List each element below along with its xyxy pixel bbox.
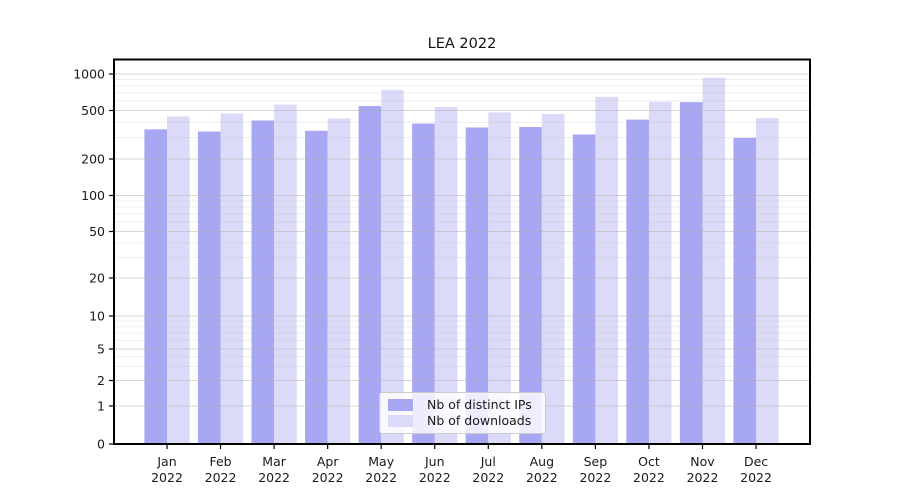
x-tick-label-aug: Aug <box>530 454 554 469</box>
bar-apr-downloads <box>327 118 351 444</box>
bar-oct-downloads <box>648 101 672 445</box>
x-tick-label-sep-year: 2022 <box>579 470 611 485</box>
y-tick-label-200: 200 <box>81 151 105 166</box>
legend: Nb of distinct IPs Nb of downloads <box>379 392 546 434</box>
bar-aug-distinct-ips <box>519 127 542 445</box>
y-tick-label-500: 500 <box>81 103 105 118</box>
x-tick-label-may: May <box>368 454 394 469</box>
x-tick-label-feb-year: 2022 <box>205 470 237 485</box>
legend-label-downloads: Nb of downloads <box>427 413 532 428</box>
x-tick-label-mar-year: 2022 <box>258 470 290 485</box>
bar-mar-downloads <box>274 104 297 445</box>
x-tick-label-jul-year: 2022 <box>472 470 504 485</box>
y-tick-label-2: 2 <box>97 373 105 388</box>
y-tick-label-0: 0 <box>97 436 105 451</box>
x-tick-label-dec: Dec <box>744 454 768 469</box>
x-tick-label-feb: Feb <box>209 454 231 469</box>
x-tick-label-nov-year: 2022 <box>687 470 719 485</box>
bar-may-downloads <box>381 89 404 444</box>
x-tick-label-nov: Nov <box>690 454 715 469</box>
bar-aug-downloads <box>541 114 565 445</box>
y-tick-label-5: 5 <box>97 341 105 356</box>
bar-oct-distinct-ips <box>626 119 649 445</box>
x-tick-label-mar: Mar <box>262 454 286 469</box>
bar-dec-distinct-ips <box>733 137 757 444</box>
bar-nov-distinct-ips <box>679 102 703 444</box>
y-tick-label-10: 10 <box>89 308 105 323</box>
legend-item-distinct-ips: Nb of distinct IPs <box>388 396 537 412</box>
legend-swatch-distinct-ips <box>388 398 413 411</box>
bar-feb-downloads <box>220 113 244 444</box>
bar-may-distinct-ips <box>358 106 382 445</box>
x-tick-label-jan-year: 2022 <box>151 470 183 485</box>
bar-jul-distinct-ips <box>465 127 489 444</box>
bar-jan-distinct-ips <box>144 129 167 444</box>
bar-mar-distinct-ips <box>251 120 275 445</box>
x-tick-label-dec-year: 2022 <box>740 470 772 485</box>
x-tick-label-aug-year: 2022 <box>526 470 558 485</box>
bar-jan-downloads <box>167 116 190 444</box>
x-tick-label-apr: Apr <box>317 454 339 469</box>
legend-item-downloads: Nb of downloads <box>388 413 537 428</box>
bar-jun-downloads <box>434 106 458 445</box>
x-tick-label-may-year: 2022 <box>365 470 397 485</box>
plot-border <box>113 58 811 445</box>
bar-sep-distinct-ips <box>572 134 596 444</box>
x-tick-label-oct: Oct <box>638 454 660 469</box>
x-tick-label-oct-year: 2022 <box>633 470 665 485</box>
bar-jun-distinct-ips <box>412 123 435 445</box>
y-tick-label-1000: 1000 <box>73 66 105 81</box>
y-tick-label-100: 100 <box>81 188 105 203</box>
x-tick-label-sep: Sep <box>584 454 608 469</box>
legend-label-distinct-ips: Nb of distinct IPs <box>427 396 532 412</box>
bar-nov-downloads <box>702 77 726 444</box>
y-tick-label-50: 50 <box>89 224 105 239</box>
x-tick-label-apr-year: 2022 <box>312 470 344 485</box>
chart-title: LEA 2022 <box>427 36 497 52</box>
x-tick-label-jan: Jan <box>156 454 176 469</box>
bar-dec-downloads <box>756 117 779 444</box>
y-tick-label-20: 20 <box>89 270 105 285</box>
bar-apr-distinct-ips <box>305 130 328 444</box>
x-tick-label-jul: Jul <box>480 454 496 469</box>
x-tick-label-jun-year: 2022 <box>419 470 451 485</box>
legend-swatch-downloads <box>388 415 413 428</box>
y-tick-label-1: 1 <box>97 398 105 413</box>
bar-sep-downloads <box>595 96 618 444</box>
x-tick-label-jun: Jun <box>424 454 445 469</box>
bar-feb-distinct-ips <box>197 131 221 444</box>
